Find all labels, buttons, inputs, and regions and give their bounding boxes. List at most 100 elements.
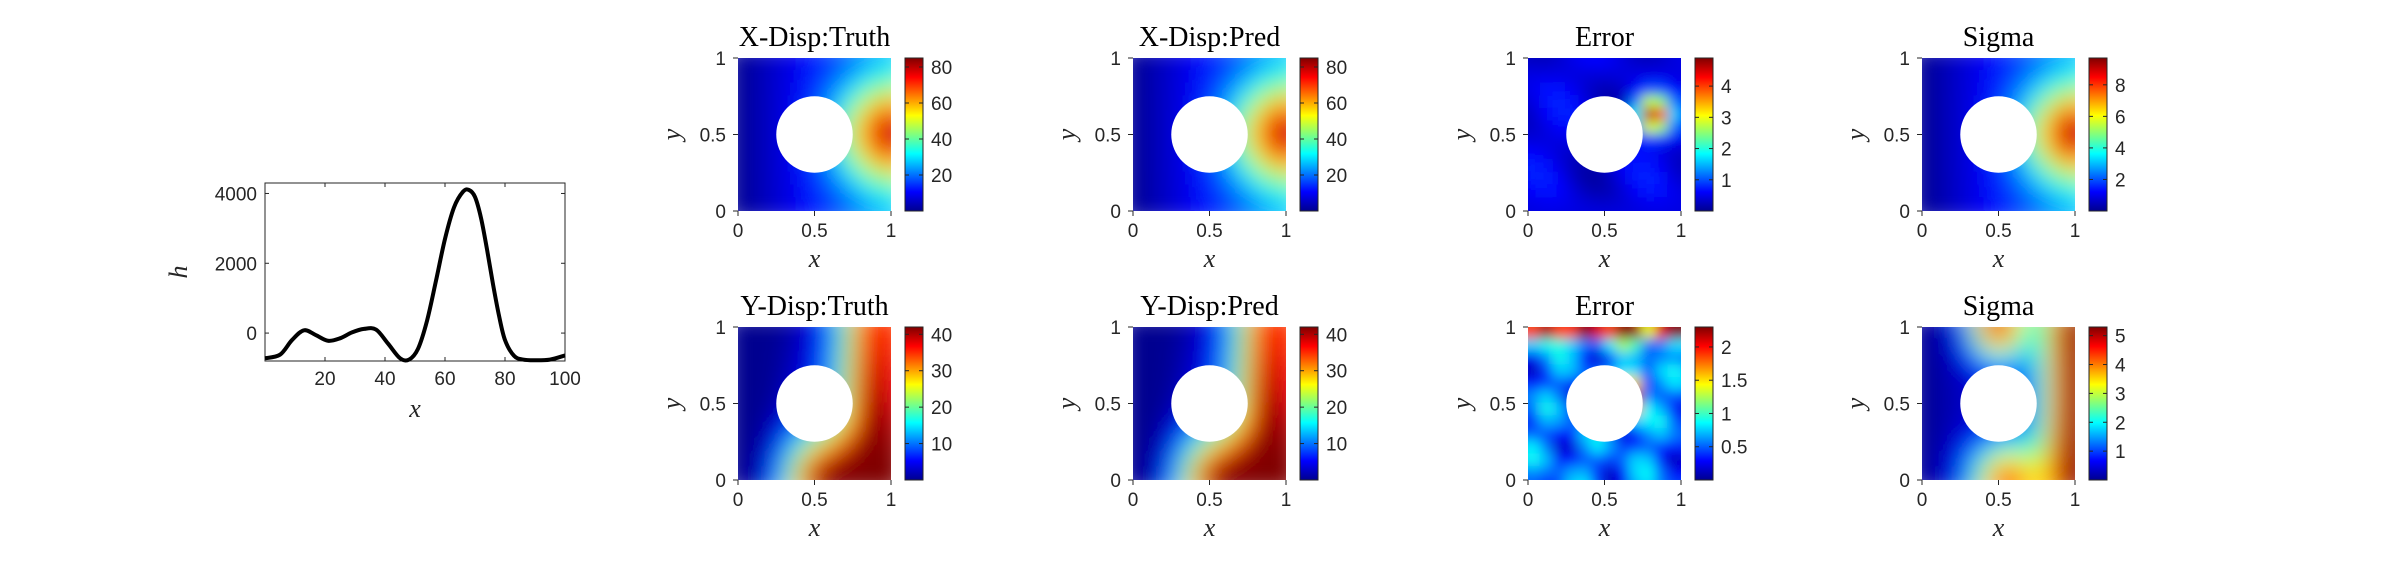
colorbar-tick-label: 20 (1326, 166, 1347, 187)
colorbar-tick-label: 2 (2115, 170, 2126, 191)
hole (776, 96, 853, 173)
colorbar-tick-label: 0.5 (1721, 438, 1747, 459)
x-tick-label: 1 (1676, 221, 1687, 242)
y-tick-label: 4000 (215, 184, 257, 205)
colorbar-tick-label: 1.5 (1721, 371, 1747, 392)
x-tick-label: 0.5 (1196, 490, 1222, 511)
colorbar-tick-label: 1 (1721, 171, 1732, 192)
colorbar-tick-label: 30 (1326, 362, 1347, 383)
x-tick-label: 0.5 (801, 221, 827, 242)
colorbar-tick-label: 4 (2115, 139, 2126, 160)
x-tick-label: 0.5 (801, 490, 827, 511)
hole (1960, 96, 2037, 173)
x-tick-label: 20 (314, 369, 335, 390)
x-tick-label: 1 (2070, 490, 2081, 511)
y-tick-label: 0 (1110, 202, 1121, 223)
y-axis-label: y (657, 128, 686, 143)
colorbar (904, 326, 924, 481)
x-axis-label: x (808, 244, 821, 273)
y-axis-label: y (1052, 128, 1081, 143)
x-tick-label: 0 (1128, 221, 1139, 242)
x-tick-label: 0 (1523, 490, 1534, 511)
y-tick-label: 0 (1110, 471, 1121, 492)
colorbar-tick-label: 1 (1721, 404, 1732, 425)
y-axis-label: y (1841, 397, 1870, 412)
x-axis-label: x (408, 394, 421, 423)
colorbar (2088, 57, 2108, 212)
y-tick-label: 1 (1899, 49, 1910, 70)
line-chart: 20 40 60 80 100 0 2000 4000 x h (164, 182, 581, 423)
x-tick-label: 0.5 (1196, 221, 1222, 242)
colorbar-tick-label: 10 (1326, 435, 1347, 456)
colorbar-tick-label: 20 (1326, 398, 1347, 419)
y-tick-label: 0.5 (1884, 395, 1910, 416)
colorbar-tick-label: 60 (1326, 94, 1347, 115)
colorbar-tick-label: 20 (931, 166, 952, 187)
x-tick-label: 0 (1917, 490, 1928, 511)
colorbar (2088, 326, 2108, 481)
x-tick-label: 40 (374, 369, 395, 390)
y-tick-label: 0 (715, 471, 726, 492)
hole (1171, 365, 1248, 442)
y-tick-label: 0.5 (1095, 395, 1121, 416)
plot-box (264, 182, 566, 362)
y-axis-label: y (1052, 397, 1081, 412)
y-tick-label: 1 (1110, 318, 1121, 339)
y-axis-label: y (1841, 128, 1870, 143)
x-tick-label: 1 (886, 490, 897, 511)
y-tick-label: 0 (1505, 202, 1516, 223)
panel-title: Error (1575, 291, 1635, 322)
y-tick-label: 0.5 (700, 126, 726, 147)
colorbar-tick-label: 40 (1326, 325, 1347, 346)
y-tick-label: 1 (715, 49, 726, 70)
heatmap-panel-4: Sigma 0 0.5 1 0 0.5 1 x y 2 4 6 8 (1841, 22, 2126, 273)
x-axis-label: x (1598, 513, 1611, 542)
x-tick-label: 1 (1281, 490, 1292, 511)
y-axis-label: h (164, 266, 193, 279)
hole (776, 365, 853, 442)
colorbar-tick-label: 10 (931, 435, 952, 456)
colorbar-tick-label: 3 (1721, 108, 1732, 129)
x-tick-label: 0.5 (1985, 221, 2011, 242)
panel-title: Sigma (1963, 22, 2035, 53)
x-tick-label: 0 (1523, 221, 1534, 242)
x-tick-label: 100 (549, 369, 581, 390)
colorbar-tick-label: 4 (1721, 77, 1732, 98)
y-tick-label: 0 (1505, 471, 1516, 492)
colorbar-tick-label: 3 (2115, 384, 2126, 405)
y-tick-label: 0 (1899, 202, 1910, 223)
colorbar-tick-label: 1 (2115, 442, 2126, 463)
y-tick-label: 0.5 (1490, 395, 1516, 416)
colorbar-tick-label: 2 (1721, 140, 1732, 161)
x-tick-label: 0.5 (1591, 221, 1617, 242)
colorbar (1299, 57, 1319, 212)
y-tick-label: 0.5 (1884, 126, 1910, 147)
x-axis-label: x (1992, 244, 2005, 273)
hole (1566, 365, 1643, 442)
hole (1566, 96, 1643, 173)
colorbar (1694, 326, 1714, 481)
colorbar (904, 57, 924, 212)
colorbar-tick-label: 40 (931, 130, 952, 151)
x-axis-label: x (1203, 513, 1216, 542)
hole (1171, 96, 1248, 173)
colorbar-tick-label: 8 (2115, 76, 2126, 97)
colorbar-tick-label: 30 (931, 362, 952, 383)
panel-title: X-Disp:Truth (739, 22, 890, 53)
y-axis-label: y (1447, 128, 1476, 143)
y-tick-label: 0 (715, 202, 726, 223)
x-axis-label: x (1203, 244, 1216, 273)
x-axis-label: x (1992, 513, 2005, 542)
x-axis-label: x (1598, 244, 1611, 273)
colorbar-tick-label: 5 (2115, 327, 2126, 348)
heatmap-panel-8: Sigma 0 0.5 1 0 0.5 1 x y 1 2 3 4 5 (1841, 291, 2126, 542)
y-tick-label: 1 (1505, 49, 1516, 70)
y-axis-label: y (657, 397, 686, 412)
x-tick-label: 1 (2070, 221, 2081, 242)
colorbar-tick-label: 6 (2115, 107, 2126, 128)
x-tick-label: 60 (434, 369, 455, 390)
colorbar-tick-label: 60 (931, 94, 952, 115)
x-tick-label: 0 (733, 221, 744, 242)
